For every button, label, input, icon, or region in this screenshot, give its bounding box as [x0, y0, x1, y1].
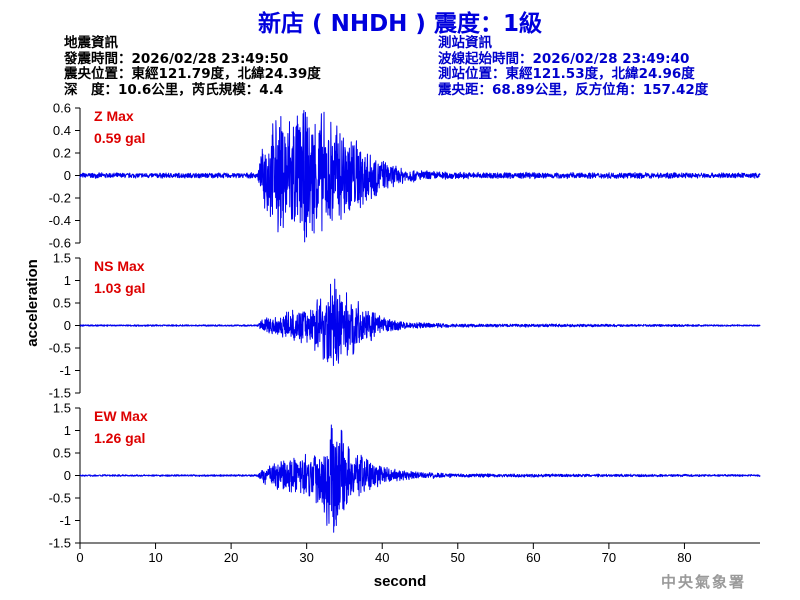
x-tick-label: 60: [526, 550, 540, 565]
panel-label-EW: EW Max: [94, 408, 148, 424]
y-tick-label-EW: -1: [59, 513, 71, 528]
wave-start-time: 波線起始時間：2026/02/28 23:49:40: [438, 50, 690, 67]
panel-max-NS: 1.03 gal: [94, 280, 145, 296]
y-tick-label-Z: -0.6: [49, 236, 71, 251]
depth-magnitude: 深 度：10.6公里，芮氏規模：4.4: [64, 81, 284, 98]
watermark-logo: 中央氣象署: [660, 573, 746, 591]
y-tick-label-Z: -0.2: [49, 191, 71, 206]
waveform-EW: [79, 424, 761, 533]
epicenter-location: 震央位置：東經121.79度，北緯24.39度: [64, 66, 321, 82]
x-tick-label: 40: [375, 550, 389, 565]
x-tick-label: 10: [148, 550, 162, 565]
y-tick-label-Z: 0.2: [53, 146, 71, 161]
y-tick-label-NS: -1.5: [49, 386, 71, 401]
y-tick-label-Z: 0.6: [53, 101, 71, 116]
y-tick-label-NS: 0.5: [53, 296, 71, 311]
y-tick-label-NS: 1.5: [53, 251, 71, 266]
panel-label-Z: Z Max: [94, 108, 134, 124]
y-tick-label-EW: 0: [64, 468, 71, 483]
station-info-heading: 測站資訊: [438, 35, 492, 51]
y-tick-label-EW: -0.5: [49, 491, 71, 506]
origin-time: 發震時間：2026/02/28 23:49:50: [64, 50, 289, 67]
y-tick-label-EW: 1.5: [53, 401, 71, 416]
quake-info-heading: 地震資訊: [64, 35, 118, 51]
station-info-block: 測站資訊 波線起始時間：2026/02/28 23:49:40 測站位置：東經1…: [438, 35, 709, 98]
x-tick-label: 20: [224, 550, 238, 565]
x-tick-label: 30: [299, 550, 313, 565]
x-tick-label: 70: [602, 550, 616, 565]
waveform-Z: [79, 110, 761, 243]
y-tick-label-EW: -1.5: [49, 536, 71, 551]
page-title: 新店 ( NHDH ) 震度：1級: [258, 11, 542, 37]
panel-label-NS: NS Max: [94, 258, 145, 274]
y-tick-label-Z: -0.4: [49, 213, 71, 228]
panel-max-EW: 1.26 gal: [94, 430, 145, 446]
station-location: 測站位置：東經121.53度，北緯24.96度: [438, 66, 695, 82]
y-axis-title: acceleration: [24, 259, 41, 347]
x-tick-label: 80: [677, 550, 691, 565]
y-tick-label-Z: 0: [64, 168, 71, 183]
x-tick-label: 0: [76, 550, 83, 565]
y-tick-label-EW: 0.5: [53, 446, 71, 461]
x-axis-title: second: [374, 573, 427, 590]
y-tick-label-NS: 0: [64, 318, 71, 333]
y-tick-label-NS: -1: [59, 363, 71, 378]
y-tick-label-NS: 1: [64, 273, 71, 288]
epicentral-distance: 震央距：68.89公里，反方位角：157.42度: [438, 81, 709, 98]
waveform-NS: [79, 278, 761, 367]
quake-info-block: 地震資訊 發震時間：2026/02/28 23:49:50 震央位置：東經121…: [64, 35, 321, 98]
x-tick-label: 50: [451, 550, 465, 565]
y-tick-label-NS: -0.5: [49, 341, 71, 356]
panel-max-Z: 0.59 gal: [94, 130, 145, 146]
y-tick-label-Z: 0.4: [53, 123, 71, 138]
y-tick-label-EW: 1: [64, 423, 71, 438]
